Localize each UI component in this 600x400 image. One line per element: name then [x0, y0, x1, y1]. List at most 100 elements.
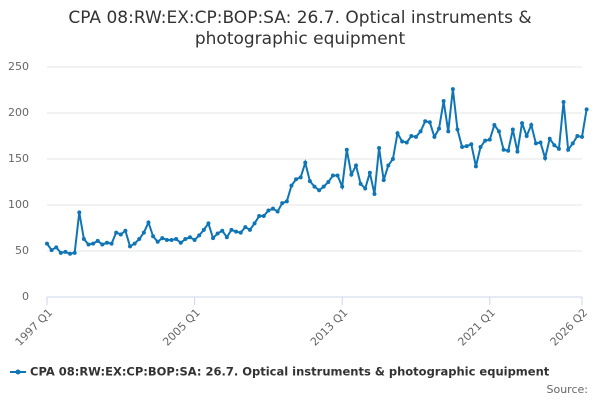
point [349, 172, 354, 177]
point [187, 235, 192, 240]
point [178, 240, 183, 245]
point [418, 129, 423, 134]
point [54, 245, 59, 250]
x-tick-label: 2005 Q1 [160, 306, 203, 349]
point [584, 107, 589, 112]
point [49, 248, 54, 253]
point [243, 225, 248, 230]
y-tick-label: 100 [8, 198, 29, 211]
point [413, 134, 418, 139]
point [298, 175, 303, 180]
point [464, 144, 469, 149]
point [575, 134, 580, 138]
point [238, 230, 243, 235]
point [340, 184, 345, 189]
point [132, 241, 137, 246]
point [45, 241, 49, 246]
point [95, 238, 100, 243]
point [289, 183, 294, 188]
point [552, 143, 557, 148]
point [284, 199, 289, 204]
point [423, 119, 428, 124]
point [501, 147, 506, 152]
point [215, 231, 220, 236]
point [128, 244, 133, 249]
x-tick-label: 2013 Q1 [308, 306, 351, 349]
point [275, 209, 280, 214]
point [432, 134, 437, 139]
point [556, 146, 561, 151]
point [201, 227, 206, 232]
point [515, 149, 520, 154]
x-tick-label: 2021 Q1 [455, 306, 498, 349]
point [321, 184, 326, 189]
point [478, 145, 483, 150]
point [155, 239, 160, 244]
point [86, 242, 91, 247]
point [496, 129, 501, 134]
point [151, 234, 156, 239]
point [229, 227, 234, 232]
y-tick-label: 150 [8, 152, 29, 165]
point [206, 221, 211, 226]
point [294, 177, 299, 182]
point [367, 170, 372, 175]
point [404, 140, 409, 145]
point [146, 220, 151, 225]
point [354, 163, 359, 168]
point [257, 214, 262, 219]
point [520, 121, 525, 126]
point [487, 137, 492, 142]
point [234, 229, 239, 234]
point [114, 230, 119, 235]
point [561, 99, 566, 104]
point [363, 186, 368, 191]
point [211, 236, 216, 241]
point [335, 173, 340, 178]
point [524, 134, 529, 138]
point [137, 237, 142, 242]
point [91, 241, 96, 246]
point [160, 236, 165, 241]
point [164, 237, 169, 242]
point [473, 164, 478, 169]
point [174, 237, 179, 242]
point [224, 235, 229, 240]
series-line [46, 88, 588, 255]
point [118, 232, 123, 237]
point [547, 136, 552, 141]
point [460, 145, 465, 150]
point [506, 148, 511, 153]
point [266, 208, 271, 213]
point [192, 237, 197, 242]
point [109, 241, 114, 246]
point [58, 250, 63, 255]
point [197, 233, 202, 238]
point [409, 134, 414, 138]
x-tick-label: 2026 Q2 [548, 306, 591, 349]
point [330, 173, 335, 178]
point [141, 230, 146, 235]
y-tick-label: 250 [8, 60, 29, 73]
point [307, 179, 312, 184]
y-tick-label: 50 [15, 244, 29, 257]
point [381, 178, 386, 183]
point [326, 180, 331, 184]
chart-title: CPA 08:RW:EX:CP:BOP:SA: 26.7. Optical in… [68, 8, 532, 49]
legend-marker [15, 369, 21, 375]
point [533, 141, 538, 146]
point [446, 129, 451, 134]
point [441, 99, 446, 104]
point [377, 145, 382, 150]
point [247, 227, 252, 232]
point [455, 127, 460, 132]
point [450, 87, 455, 92]
point [81, 237, 86, 242]
point [566, 147, 571, 152]
point [390, 157, 395, 161]
legend-label: CPA 08:RW:EX:CP:BOP:SA: 26.7. Optical in… [30, 365, 550, 379]
point [344, 147, 349, 152]
y-tick-label: 0 [22, 290, 29, 303]
point [543, 156, 548, 161]
